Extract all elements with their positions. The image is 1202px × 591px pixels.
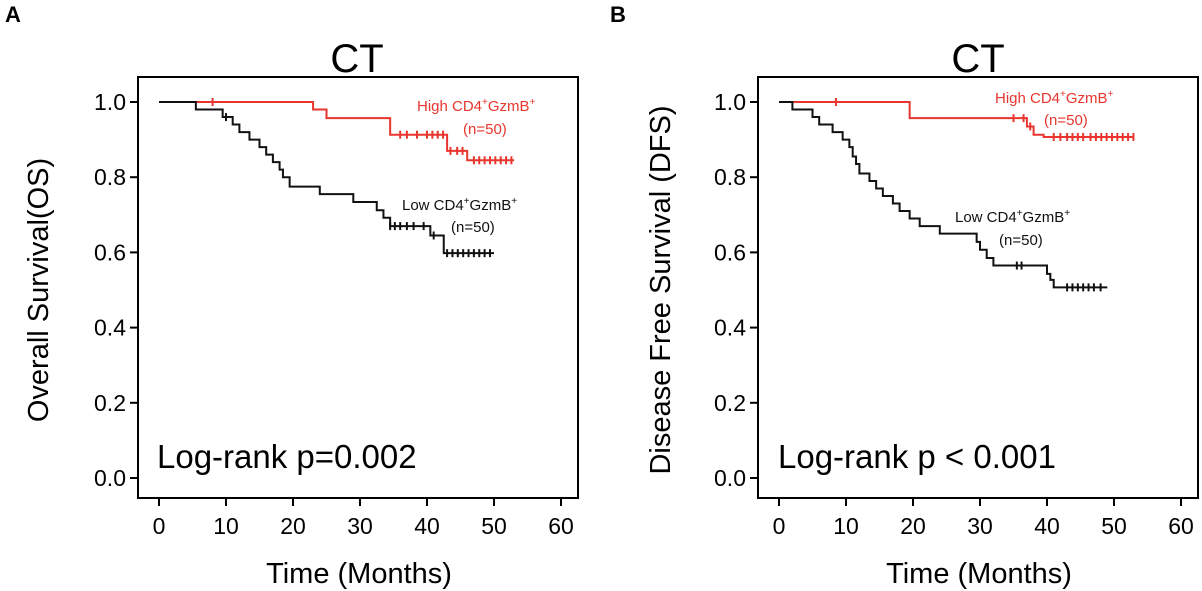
panel-label: B <box>610 2 626 27</box>
x-tick-label: 40 <box>1034 513 1060 539</box>
legend-high-base: High CD4 <box>995 90 1060 107</box>
x-axis-label: Time (Months) <box>886 558 1072 590</box>
legend-high-line1: High CD4+GzmB+ <box>417 97 536 115</box>
legend-low-sup1: + <box>1017 208 1023 219</box>
legend-low-base: Low CD4 <box>955 209 1017 226</box>
legend-high-mid: GzmB <box>488 98 530 115</box>
y-tick-label: 0.8 <box>94 164 126 190</box>
x-tick-label: 30 <box>347 513 373 539</box>
legend-high-line1: High CD4+GzmB+ <box>995 89 1114 107</box>
y-tick-label: 0.4 <box>714 315 746 341</box>
y-tick-label: 0.2 <box>94 390 126 416</box>
legend-low-mid: GzmB <box>470 197 512 214</box>
y-axis: 0.0 0.2 0.4 0.6 0.8 1.0 <box>714 89 758 491</box>
legend-high-sup1: + <box>1060 89 1066 100</box>
legend-high-sup1: + <box>482 97 488 108</box>
y-tick-label: 0.0 <box>94 465 126 491</box>
log-rank-annotation: Log-rank p=0.002 <box>157 438 417 475</box>
high-series <box>159 98 515 165</box>
x-tick-label: 10 <box>833 513 859 539</box>
survival-curve <box>159 101 494 255</box>
x-axis: 0 10 20 30 40 50 60 <box>773 498 1194 539</box>
x-tick-label: 10 <box>213 513 239 539</box>
x-tick-label: 50 <box>1101 513 1127 539</box>
legend-low-sup1: + <box>464 196 470 207</box>
y-tick-label: 0.6 <box>714 239 746 265</box>
x-axis-label: Time (Months) <box>266 558 452 590</box>
y-tick-label: 0.4 <box>94 315 126 341</box>
x-tick-label: 20 <box>280 513 306 539</box>
legend-high-base: High CD4 <box>417 98 482 115</box>
panel-a: A CT 0.0 0.2 0.4 0.6 0.8 1.0 0 10 20 30 40 50 60 Ov… <box>5 2 579 590</box>
legend-low-sup2: + <box>511 196 517 207</box>
x-tick-label: 50 <box>481 513 507 539</box>
y-tick-label: 0.8 <box>714 164 746 190</box>
chart-title: CT <box>330 37 383 81</box>
legend-high-line2: (n=50) <box>463 121 507 138</box>
survival-curve <box>779 101 1108 289</box>
high-series <box>779 98 1135 141</box>
legend-high-mid: GzmB <box>1066 90 1108 107</box>
x-tick-label: 60 <box>548 513 574 539</box>
x-axis: 0 10 20 30 40 50 60 <box>153 498 574 539</box>
legend-high-sup2: + <box>530 97 536 108</box>
y-tick-label: 1.0 <box>714 89 746 115</box>
y-tick-label: 0.0 <box>714 465 746 491</box>
legend-low-line1: Low CD4+GzmB+ <box>402 196 517 214</box>
x-tick-label: 40 <box>414 513 440 539</box>
plot-frame <box>137 76 579 499</box>
log-rank-annotation: Log-rank p < 0.001 <box>778 438 1056 475</box>
low-series <box>779 101 1108 292</box>
x-tick-label: 20 <box>900 513 926 539</box>
survival-curves <box>779 98 1135 292</box>
plot-frame <box>757 76 1199 499</box>
x-tick-label: 0 <box>773 513 786 539</box>
survival-curve <box>159 101 515 162</box>
legend-low-sup2: + <box>1064 208 1070 219</box>
panel-b: B CT 0.0 0.2 0.4 0.6 0.8 1.0 0 10 20 30 40 50 60 Di… <box>610 2 1199 590</box>
legend-high-line2: (n=50) <box>1044 112 1088 129</box>
legend-low-line2: (n=50) <box>999 232 1043 249</box>
legend-low-line2: (n=50) <box>451 219 495 236</box>
y-tick-label: 1.0 <box>94 89 126 115</box>
y-tick-label: 0.6 <box>94 239 126 265</box>
legend-low-mid: GzmB <box>1023 209 1065 226</box>
survival-curves <box>159 98 515 258</box>
x-tick-label: 30 <box>967 513 993 539</box>
panel-label: A <box>5 2 21 27</box>
y-axis-label: Overall Survival(OS) <box>23 158 55 422</box>
x-tick-label: 0 <box>153 513 166 539</box>
legend-high-sup2: + <box>1108 89 1114 100</box>
x-tick-label: 60 <box>1168 513 1194 539</box>
legend-low-base: Low CD4 <box>402 197 464 214</box>
y-axis-label: Disease Free Survival (DFS) <box>645 105 677 474</box>
low-series <box>159 101 494 258</box>
y-tick-label: 0.2 <box>714 390 746 416</box>
chart-title: CT <box>951 37 1004 81</box>
legend-low-line1: Low CD4+GzmB+ <box>955 208 1070 226</box>
y-axis: 0.0 0.2 0.4 0.6 0.8 1.0 <box>94 89 138 491</box>
